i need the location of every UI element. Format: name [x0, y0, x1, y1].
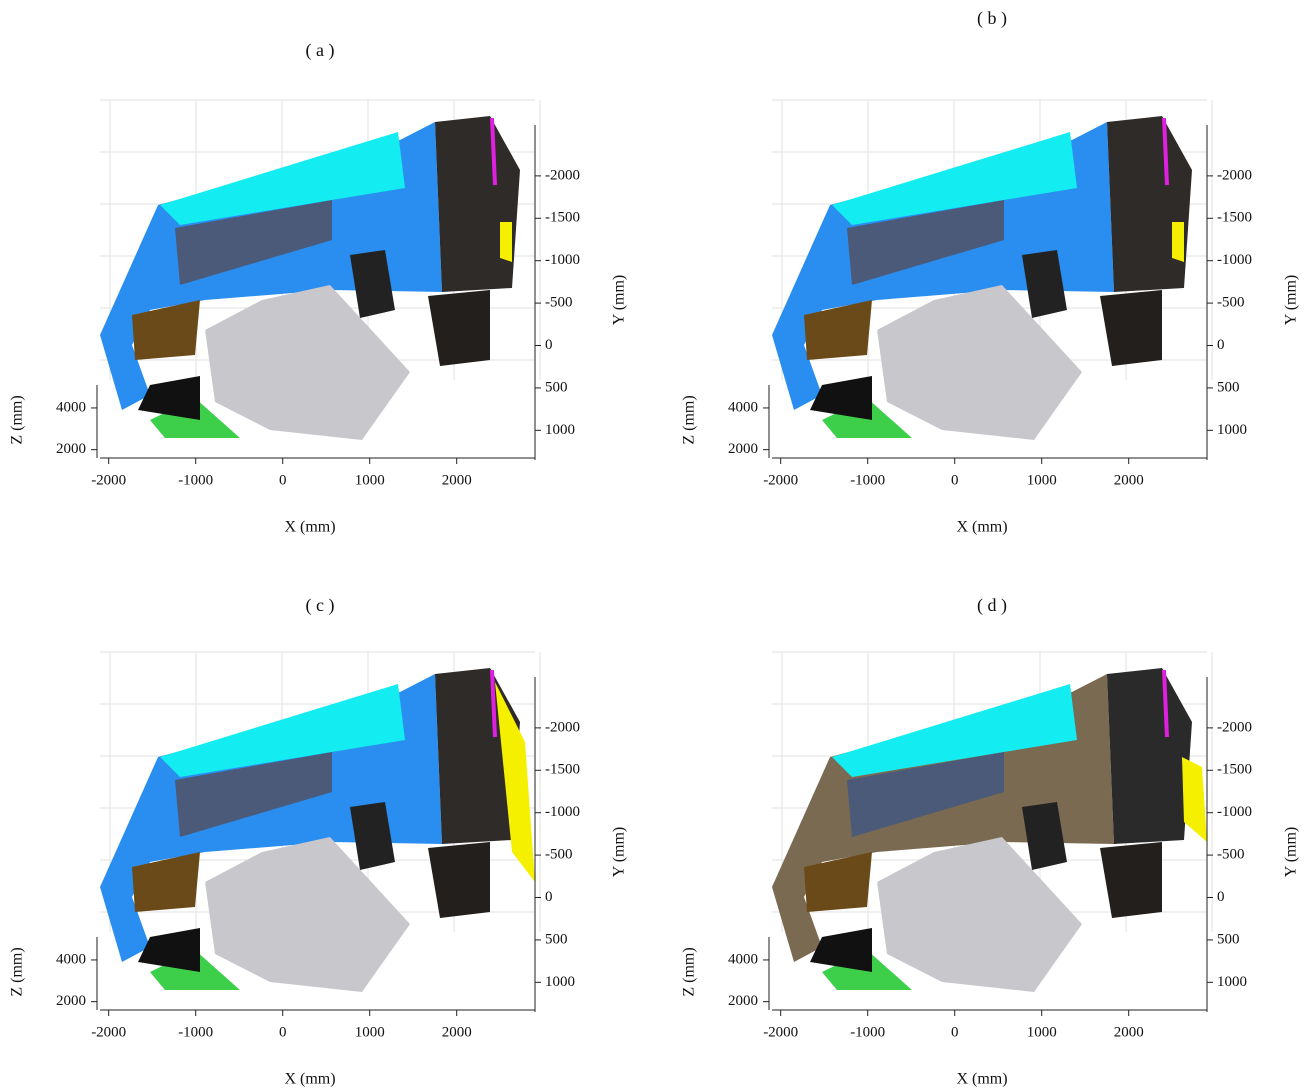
z-tick-label: 2000	[56, 993, 86, 1009]
y-axis-label: Y (mm)	[1283, 275, 1300, 326]
x-tick-label: 1000	[355, 472, 385, 488]
yellow-region	[1172, 222, 1184, 262]
x-tick-label: -2000	[91, 472, 126, 488]
y-tick-label: 1000	[1217, 974, 1247, 990]
y-tick-label: -500	[1217, 847, 1245, 863]
z-axis-label: Z (mm)	[9, 947, 26, 996]
z-tick-label: 2000	[728, 441, 758, 457]
y-axis-label: Y (mm)	[611, 275, 628, 326]
y-tick-label: -1500	[1217, 762, 1252, 778]
x-tick-label: 2000	[442, 472, 472, 488]
panel: ( d ) -2000 -1000 0 1000 2000 X (mm) -2000 -1500…	[681, 595, 1300, 1088]
y-tick-label: -2000	[1217, 167, 1252, 183]
z-tick-label: 4000	[728, 399, 758, 415]
y-tick-label: 500	[545, 931, 568, 947]
y-tick-label: 0	[545, 337, 553, 353]
x-tick-label: 0	[279, 1024, 287, 1040]
z-tick-label: 2000	[56, 441, 86, 457]
x-tick-label: 2000	[1114, 472, 1144, 488]
panel: ( a ) -2000 -1000 0 1000 2000 X (mm) -2000 -1500…	[9, 40, 628, 536]
z-tick-label: 4000	[56, 951, 86, 967]
x-tick-label: 1000	[355, 1024, 385, 1040]
x-tick-label: -2000	[763, 472, 798, 488]
y-tick-label: -2000	[545, 167, 580, 183]
stool	[810, 376, 872, 420]
panel: ( b ) -2000 -1000 0 1000 2000 X (mm) -2000 -1500…	[681, 8, 1300, 536]
y-tick-label: -2000	[545, 719, 580, 735]
y-tick-label: 500	[1217, 379, 1240, 395]
x-tick-label: -1000	[850, 472, 885, 488]
y-tick-label: 0	[1217, 337, 1225, 353]
stool	[138, 376, 200, 420]
panel-title: ( b )	[977, 8, 1007, 29]
dark-wall	[1107, 116, 1192, 292]
panel: ( c ) -2000 -1000 0 1000 2000 X (mm) -2000 -1500…	[9, 595, 628, 1088]
y-tick-label: 0	[545, 889, 553, 905]
dark-wall	[435, 116, 520, 292]
y-tick-label: -500	[1217, 295, 1245, 311]
chair	[1100, 290, 1162, 366]
x-tick-label: 0	[951, 472, 959, 488]
z-tick-label: 2000	[728, 993, 758, 1009]
x-tick-label: 0	[279, 472, 287, 488]
x-tick-label: 1000	[1027, 1024, 1057, 1040]
stool	[810, 928, 872, 972]
yellow-region	[500, 222, 512, 262]
y-tick-label: 500	[1217, 931, 1240, 947]
y-tick-label: -1500	[545, 762, 580, 778]
y-tick-label: 0	[1217, 889, 1225, 905]
dark-wall	[1107, 668, 1192, 844]
z-axis-label: Z (mm)	[9, 395, 26, 444]
chair	[428, 290, 490, 366]
x-tick-label: -2000	[763, 1024, 798, 1040]
y-tick-label: -1500	[1217, 210, 1252, 226]
y-axis-label: Y (mm)	[1283, 827, 1300, 878]
y-tick-label: 1000	[545, 974, 575, 990]
x-axis-label: X (mm)	[284, 519, 335, 536]
panel-title: ( d )	[977, 595, 1007, 616]
y-tick-label: 1000	[545, 422, 575, 438]
y-tick-label: -2000	[1217, 719, 1252, 735]
yellow-region	[1182, 757, 1207, 842]
stool	[138, 928, 200, 972]
x-tick-label: 1000	[1027, 472, 1057, 488]
x-tick-label: 2000	[1114, 1024, 1144, 1040]
y-tick-label: -500	[545, 847, 573, 863]
x-tick-label: -2000	[91, 1024, 126, 1040]
y-axis-label: Y (mm)	[611, 827, 628, 878]
y-tick-label: 500	[545, 379, 568, 395]
x-axis-label: X (mm)	[956, 1071, 1007, 1088]
x-tick-label: -1000	[178, 1024, 213, 1040]
x-tick-label: 0	[951, 1024, 959, 1040]
y-tick-label: 1000	[1217, 422, 1247, 438]
x-axis-label: X (mm)	[956, 519, 1007, 536]
z-axis-label: Z (mm)	[681, 395, 698, 444]
x-tick-label: -1000	[178, 472, 213, 488]
x-tick-label: 2000	[442, 1024, 472, 1040]
panel-title: ( a )	[306, 40, 335, 61]
y-tick-label: -1000	[545, 804, 580, 820]
chair	[1100, 842, 1162, 918]
y-tick-label: -1000	[545, 252, 580, 268]
z-tick-label: 4000	[56, 399, 86, 415]
z-tick-label: 4000	[728, 951, 758, 967]
chair	[428, 842, 490, 918]
x-tick-label: -1000	[850, 1024, 885, 1040]
figure: ( a ) -2000 -1000 0 1000 2000 X (mm) -2000 -1500…	[0, 0, 1310, 1092]
y-tick-label: -500	[545, 295, 573, 311]
panel-title: ( c )	[306, 595, 335, 616]
y-tick-label: -1000	[1217, 804, 1252, 820]
y-tick-label: -1500	[545, 210, 580, 226]
x-axis-label: X (mm)	[284, 1071, 335, 1088]
z-axis-label: Z (mm)	[681, 947, 698, 996]
y-tick-label: -1000	[1217, 252, 1252, 268]
